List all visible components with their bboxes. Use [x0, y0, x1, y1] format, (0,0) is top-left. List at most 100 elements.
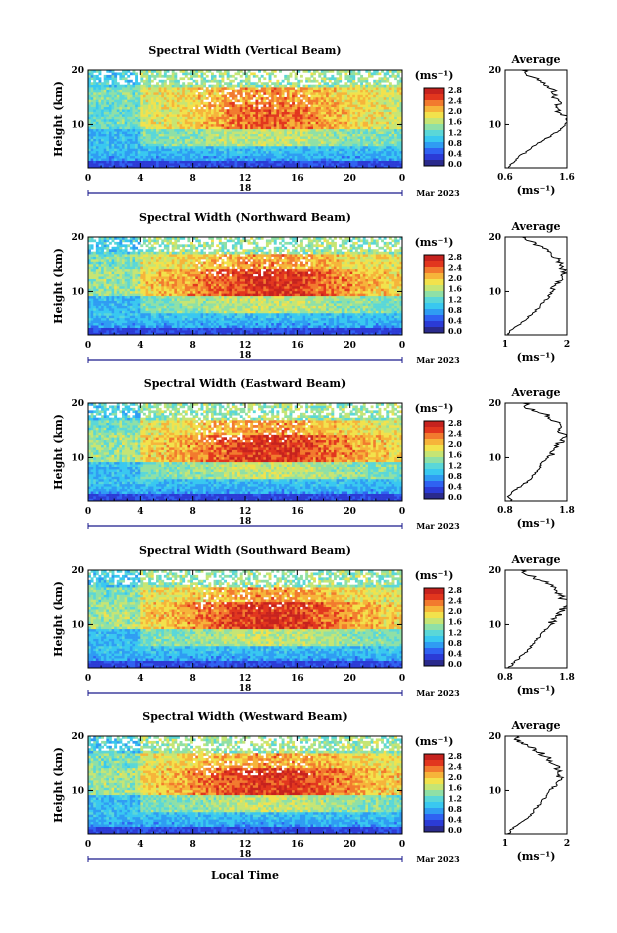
heatmap-cell: [190, 126, 193, 129]
heatmap-cell: [93, 126, 96, 129]
heatmap-cell: [130, 148, 133, 151]
heatmap-cell: [208, 139, 211, 142]
heatmap-cell: [221, 107, 224, 110]
heatmap-cell: [334, 97, 337, 100]
heatmap-cell: [347, 136, 350, 139]
heatmap-cell: [214, 75, 217, 78]
heatmap-cell: [172, 156, 175, 159]
heatmap-cell: [384, 151, 387, 154]
heatmap-cell: [201, 75, 204, 78]
heatmap-cell: [91, 269, 94, 272]
heatmap-cell: [282, 102, 285, 105]
heatmap-cell: [96, 288, 99, 291]
heatmap-cell: [140, 114, 143, 117]
heatmap-cell: [368, 85, 371, 88]
heatmap-cell: [146, 97, 149, 100]
heatmap-cell: [276, 134, 279, 137]
heatmap-cell: [195, 109, 198, 112]
heatmap-cell: [386, 107, 389, 110]
heatmap-cell: [279, 119, 282, 122]
heatmap-cell: [119, 75, 122, 78]
heatmap-cell: [287, 80, 290, 83]
heatmap-cell: [206, 124, 209, 127]
heatmap-cell: [392, 131, 395, 134]
heatmap-cell: [96, 126, 99, 129]
heatmap-cell: [287, 112, 290, 115]
heatmap-cell: [255, 139, 258, 142]
heatmap-cell: [227, 139, 230, 142]
heatmap-cell: [360, 102, 363, 105]
heatmap-cell: [98, 77, 101, 80]
heatmap-cell: [376, 124, 379, 127]
heatmap-cell: [148, 141, 151, 144]
heatmap-cell: [350, 156, 353, 159]
heatmap-cell: [266, 85, 269, 88]
heatmap-cell: [289, 82, 292, 85]
heatmap-cell: [104, 141, 107, 144]
heatmap-cell: [303, 97, 306, 100]
heatmap-cell: [138, 107, 141, 110]
heatmap-cell: [96, 153, 99, 156]
heatmap-cell: [216, 87, 219, 90]
heatmap-cell: [125, 107, 128, 110]
heatmap-cell: [295, 90, 298, 93]
heatmap-cell: [101, 139, 104, 142]
heatmap-cell: [316, 107, 319, 110]
heatmap-cell: [313, 99, 316, 102]
heatmap-cell: [98, 146, 101, 149]
heatmap-cell: [104, 126, 107, 129]
heatmap-cell: [159, 156, 162, 159]
heatmap-cell: [211, 148, 214, 151]
heatmap-cell: [389, 136, 392, 139]
heatmap-cell: [347, 77, 350, 80]
heatmap-cell: [104, 320, 107, 323]
heatmap-cell: [253, 107, 256, 110]
heatmap-cell: [316, 121, 319, 124]
heatmap-cell: [180, 114, 183, 117]
heatmap-cell: [93, 318, 96, 321]
heatmap-cell: [289, 134, 292, 137]
heatmap-cell: [305, 121, 308, 124]
heatmap-cell: [219, 136, 222, 139]
heatmap-cell: [169, 109, 172, 112]
heatmap-cell: [140, 77, 143, 80]
heatmap-cell: [148, 158, 151, 161]
heatmap-cell: [219, 112, 222, 115]
heatmap-cell: [130, 141, 133, 144]
heatmap-cell: [237, 144, 240, 147]
heatmap-cell: [289, 153, 292, 156]
heatmap-cell: [216, 136, 219, 139]
heatmap-cell: [109, 259, 112, 262]
heatmap-cell: [227, 129, 230, 132]
heatmap-cell: [91, 82, 94, 85]
heatmap-cell: [93, 239, 96, 242]
heatmap-cell: [347, 146, 350, 149]
heatmap-cell: [331, 92, 334, 95]
heatmap-cell: [337, 163, 340, 166]
heatmap-cell: [143, 144, 146, 147]
heatmap-cell: [305, 90, 308, 93]
heatmap-cell: [253, 163, 256, 166]
heatmap-cell: [159, 131, 162, 134]
heatmap-cell: [287, 144, 290, 147]
heatmap-cell: [344, 109, 347, 112]
heatmap-cell: [135, 141, 138, 144]
heatmap-cell: [384, 161, 387, 164]
heatmap-cell: [96, 92, 99, 95]
heatmap-cell: [378, 80, 381, 83]
heatmap-cell: [318, 114, 321, 117]
heatmap-cell: [208, 131, 211, 134]
heatmap-cell: [331, 124, 334, 127]
heatmap-cell: [324, 114, 327, 117]
heatmap-cell: [185, 97, 188, 100]
heatmap-cell: [329, 139, 332, 142]
heatmap-cell: [360, 141, 363, 144]
heatmap-cell: [114, 264, 117, 267]
heatmap-cell: [206, 141, 209, 144]
heatmap-cell: [159, 114, 162, 117]
heatmap-cell: [221, 87, 224, 90]
heatmap-cell: [206, 121, 209, 124]
heatmap-cell: [284, 134, 287, 137]
heatmap-cell: [358, 85, 361, 88]
heatmap-cell: [355, 136, 358, 139]
